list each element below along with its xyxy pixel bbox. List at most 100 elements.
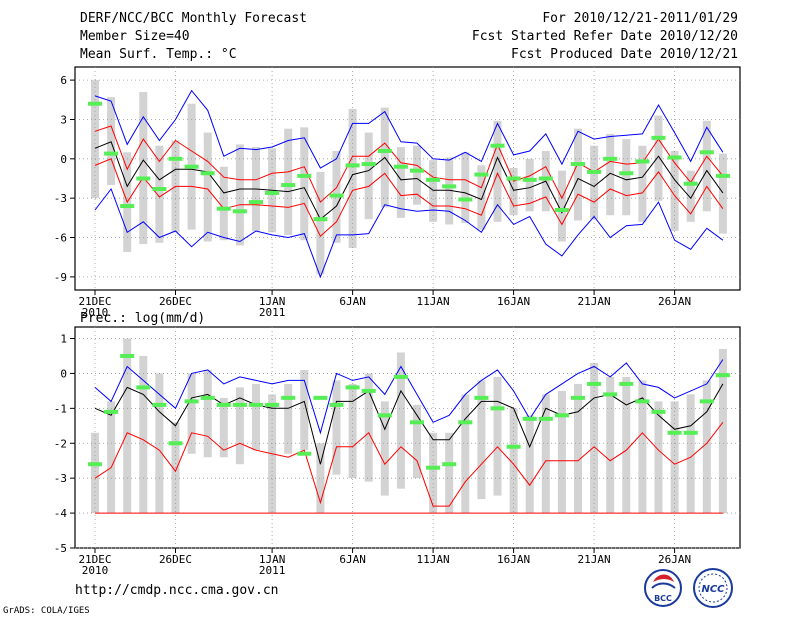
x-tick-label: 26DEC bbox=[159, 553, 192, 566]
ensemble-box bbox=[284, 383, 293, 454]
ensemble-box bbox=[461, 394, 470, 514]
observation-marker bbox=[667, 430, 682, 435]
observation-marker bbox=[361, 162, 376, 167]
ensemble-box bbox=[509, 408, 518, 514]
ensemble-box bbox=[477, 165, 486, 230]
observation-marker bbox=[522, 177, 537, 182]
ensemble-box bbox=[461, 152, 470, 224]
observation-marker bbox=[345, 385, 360, 390]
observation-marker bbox=[538, 416, 553, 421]
ensemble-box bbox=[670, 150, 679, 231]
observation-marker bbox=[538, 176, 553, 181]
ensemble-box bbox=[445, 432, 454, 514]
observation-marker bbox=[442, 184, 457, 189]
x-tick-label: 1JAN bbox=[259, 553, 286, 566]
observation-marker bbox=[442, 462, 457, 467]
x-tick-label: 26JAN bbox=[658, 553, 691, 566]
observation-marker bbox=[699, 399, 714, 404]
ensemble-box bbox=[219, 397, 228, 458]
y-tick-label: -4 bbox=[54, 507, 68, 520]
observation-marker bbox=[667, 155, 682, 160]
observation-marker bbox=[232, 402, 247, 407]
observation-marker bbox=[683, 430, 698, 435]
observation-marker bbox=[715, 173, 730, 178]
ensemble-box bbox=[670, 401, 679, 514]
observation-marker bbox=[474, 172, 489, 177]
grads-credit: GrADS: COLA/IGES bbox=[3, 606, 90, 616]
observation-marker bbox=[88, 462, 102, 467]
observation-marker bbox=[377, 413, 392, 418]
x-tick-label: 6JAN bbox=[339, 295, 366, 308]
x-tick-year-label: 2011 bbox=[259, 306, 286, 319]
ensemble-box bbox=[574, 383, 582, 514]
observation-marker bbox=[265, 190, 280, 195]
ensemble-box bbox=[606, 376, 615, 514]
ensemble-box bbox=[413, 145, 421, 205]
series-mean-line bbox=[94, 383, 724, 465]
observation-marker bbox=[571, 162, 585, 167]
series-min_upper-line bbox=[94, 89, 724, 169]
observation-marker bbox=[619, 381, 634, 386]
observation-marker bbox=[522, 416, 537, 421]
ensemble-box bbox=[429, 160, 438, 222]
forecast-range-label: For 2010/12/21-2011/01/29 bbox=[542, 11, 738, 26]
variable-label: Mean Surf. Temp.: °C bbox=[80, 47, 237, 62]
ensemble-box bbox=[413, 404, 421, 479]
ensemble-box bbox=[654, 401, 663, 514]
ensemble-box bbox=[493, 376, 502, 496]
observation-marker bbox=[554, 207, 569, 212]
ensemble-box bbox=[107, 401, 116, 514]
observation-marker bbox=[152, 186, 167, 191]
y-tick-label: 3 bbox=[60, 113, 67, 126]
observation-marker bbox=[168, 441, 183, 446]
observation-marker bbox=[603, 156, 618, 161]
y-tick-label: -3 bbox=[54, 472, 67, 485]
observation-marker bbox=[426, 177, 441, 182]
footer-url[interactable]: http://cmdp.ncc.cma.gov.cn bbox=[75, 583, 279, 598]
observation-marker bbox=[699, 150, 714, 155]
ensemble-box bbox=[429, 432, 438, 514]
ensemble-box bbox=[316, 443, 325, 514]
observation-marker bbox=[635, 159, 650, 164]
y-tick-label: 6 bbox=[60, 74, 67, 87]
ensemble-box bbox=[702, 120, 711, 212]
ensemble-box bbox=[718, 153, 727, 234]
ensemble-box bbox=[300, 127, 309, 241]
observation-marker bbox=[393, 164, 408, 169]
observation-marker bbox=[345, 163, 360, 168]
ensemble-box bbox=[590, 362, 599, 514]
observation-marker bbox=[458, 197, 473, 202]
x-tick-year-label: 2010 bbox=[82, 564, 109, 577]
ncc-logo-text: NCC bbox=[701, 584, 725, 595]
observation-marker bbox=[120, 204, 135, 209]
observation-marker bbox=[232, 209, 247, 214]
observation-marker bbox=[651, 135, 666, 140]
ensemble-box bbox=[718, 348, 727, 514]
ensemble-box bbox=[493, 120, 502, 222]
y-tick-label: -6 bbox=[54, 232, 67, 245]
ensemble-box bbox=[525, 158, 534, 212]
observation-marker bbox=[554, 413, 569, 418]
ensemble-box bbox=[203, 132, 212, 242]
ensemble-box bbox=[477, 380, 486, 500]
ensemble-box bbox=[622, 376, 631, 514]
y-tick-label: -9 bbox=[54, 271, 67, 284]
observation-marker bbox=[490, 143, 505, 148]
ensemble-box bbox=[107, 97, 116, 186]
observation-marker bbox=[281, 183, 296, 188]
x-tick-label: 26JAN bbox=[658, 295, 691, 308]
x-tick-label: 11JAN bbox=[417, 553, 450, 566]
bcc-logo: BCC bbox=[644, 569, 682, 607]
ensemble-box bbox=[364, 132, 373, 220]
observation-marker bbox=[635, 399, 650, 404]
observation-marker bbox=[216, 206, 231, 211]
series-mean-line bbox=[94, 141, 724, 220]
observation-marker bbox=[249, 200, 263, 205]
observation-marker bbox=[587, 169, 602, 174]
ensemble-box bbox=[606, 133, 615, 216]
ensemble-box bbox=[364, 373, 373, 482]
observation-marker bbox=[297, 173, 312, 178]
ensemble-box bbox=[541, 394, 550, 514]
x-tick-label: 21DEC bbox=[78, 553, 111, 566]
